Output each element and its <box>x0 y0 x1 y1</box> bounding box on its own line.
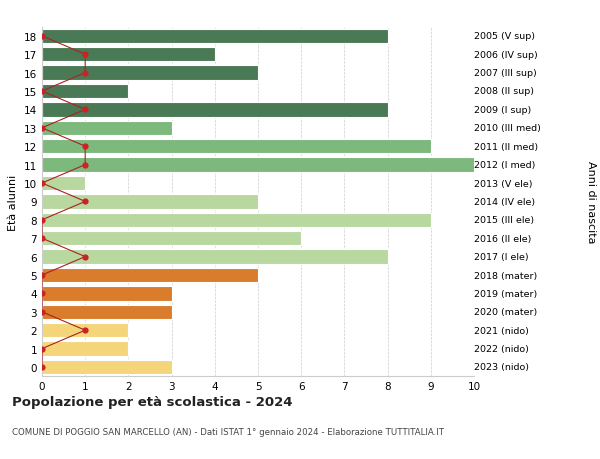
Text: 2013 (V ele): 2013 (V ele) <box>474 179 533 188</box>
Text: 2023 (nido): 2023 (nido) <box>474 363 529 372</box>
Bar <box>42 250 388 264</box>
Bar <box>42 268 258 283</box>
Text: 2015 (III ele): 2015 (III ele) <box>474 216 534 225</box>
Text: 2020 (mater): 2020 (mater) <box>474 308 537 317</box>
Text: 2011 (II med): 2011 (II med) <box>474 142 538 151</box>
Text: 2012 (I med): 2012 (I med) <box>474 161 535 170</box>
Bar <box>42 360 172 375</box>
Text: 2007 (III sup): 2007 (III sup) <box>474 69 537 78</box>
Text: Anni di nascita: Anni di nascita <box>586 161 596 243</box>
Text: 2005 (V sup): 2005 (V sup) <box>474 32 535 41</box>
Text: 2014 (IV ele): 2014 (IV ele) <box>474 197 535 207</box>
Bar <box>42 158 474 173</box>
Bar <box>42 121 172 136</box>
Text: 2016 (II ele): 2016 (II ele) <box>474 234 532 243</box>
Text: 2022 (nido): 2022 (nido) <box>474 344 529 353</box>
Text: Popolazione per età scolastica - 2024: Popolazione per età scolastica - 2024 <box>12 395 293 408</box>
Text: COMUNE DI POGGIO SAN MARCELLO (AN) - Dati ISTAT 1° gennaio 2024 - Elaborazione T: COMUNE DI POGGIO SAN MARCELLO (AN) - Dat… <box>12 427 444 436</box>
Bar <box>42 103 388 118</box>
Bar <box>42 213 431 228</box>
Text: 2017 (I ele): 2017 (I ele) <box>474 252 529 262</box>
Bar <box>42 323 128 338</box>
Text: 2021 (nido): 2021 (nido) <box>474 326 529 335</box>
Y-axis label: Età alunni: Età alunni <box>8 174 19 230</box>
Bar <box>42 341 128 356</box>
Bar <box>42 195 258 209</box>
Bar <box>42 29 388 44</box>
Bar <box>42 140 431 154</box>
Bar <box>42 305 172 319</box>
Text: 2010 (III med): 2010 (III med) <box>474 124 541 133</box>
Text: 2019 (mater): 2019 (mater) <box>474 289 537 298</box>
Bar <box>42 176 85 191</box>
Text: 2009 (I sup): 2009 (I sup) <box>474 106 531 115</box>
Bar <box>42 231 301 246</box>
Text: 2008 (II sup): 2008 (II sup) <box>474 87 534 96</box>
Bar <box>42 48 215 62</box>
Bar <box>42 84 128 99</box>
Text: 2006 (IV sup): 2006 (IV sup) <box>474 50 538 60</box>
Text: 2018 (mater): 2018 (mater) <box>474 271 537 280</box>
Bar <box>42 66 258 81</box>
Bar <box>42 286 172 301</box>
